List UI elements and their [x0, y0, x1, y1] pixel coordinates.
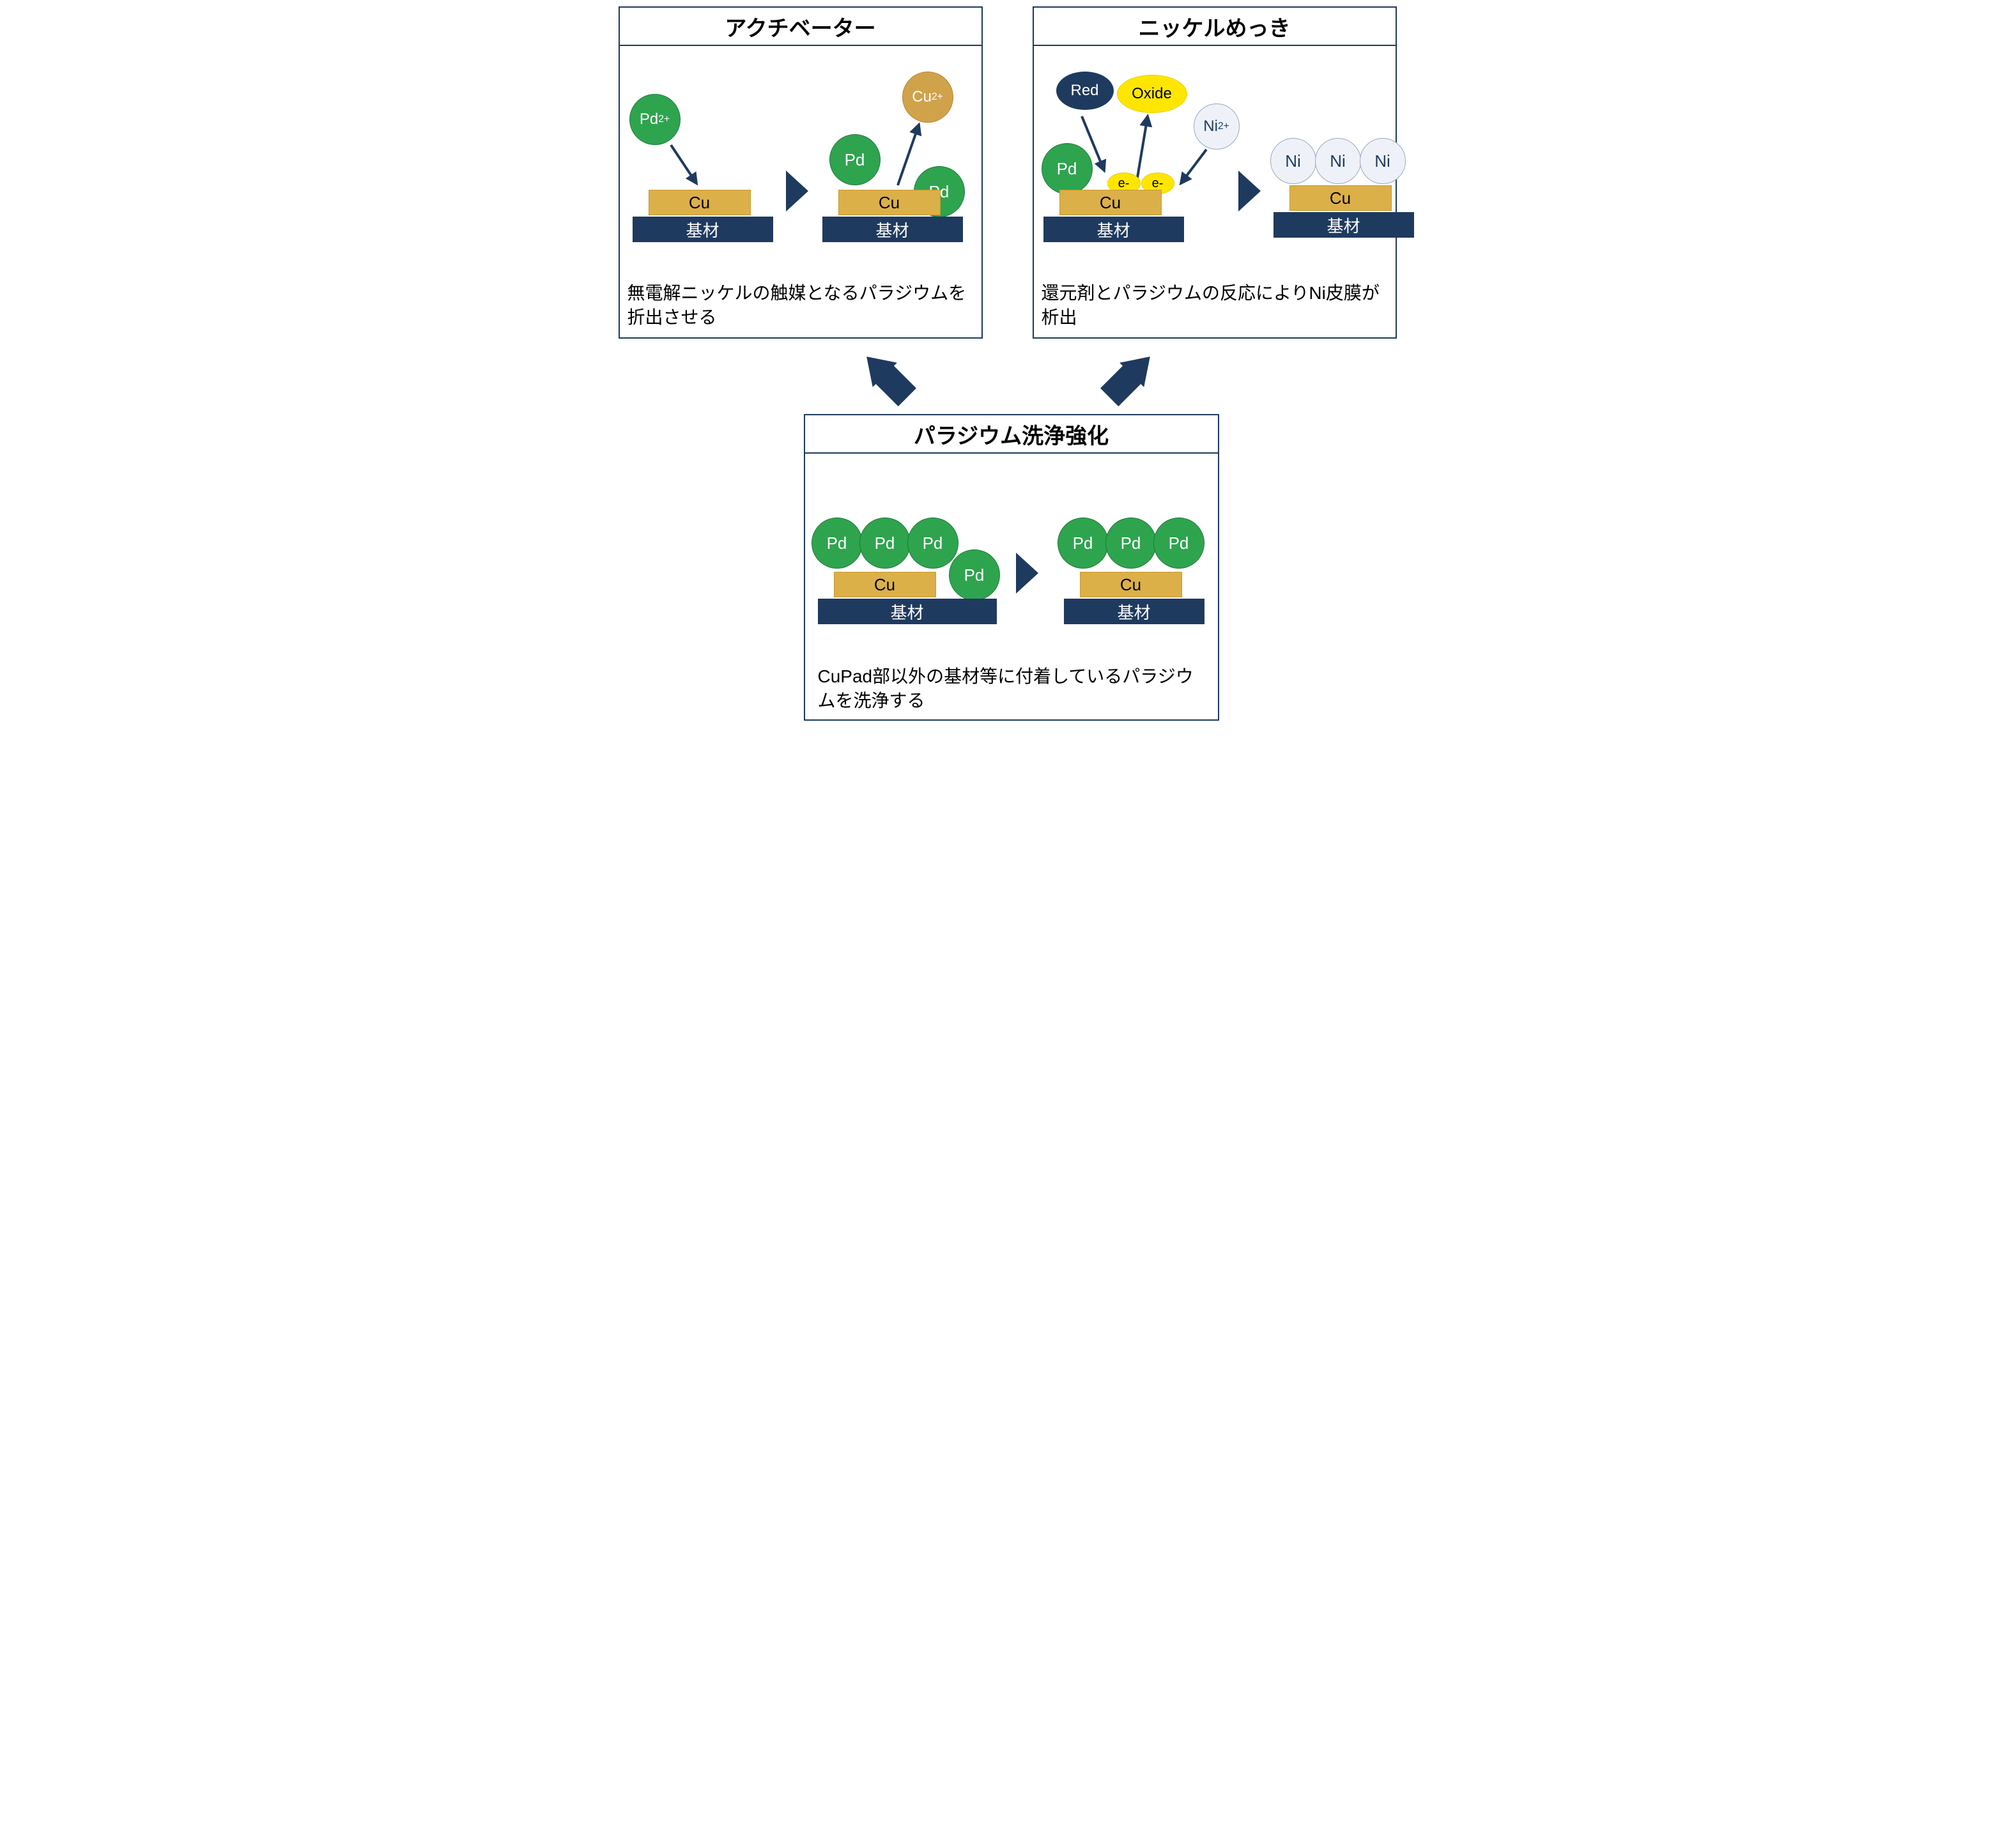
oxide-ellipse: Oxide [1117, 75, 1187, 113]
pd-circle: Pd [949, 549, 1000, 601]
panel-pd_wash: パラジウム洗浄強化PdPdPdPdCu基材PdPdPdCu基材CuPad部以外の… [804, 414, 1219, 721]
step-arrow-icon [786, 171, 808, 211]
substrate-block: 基材 [1273, 212, 1414, 238]
copper-block: Cu [1059, 190, 1162, 215]
substrate-block: 基材 [818, 599, 997, 624]
diagram-canvas: アクチベーターPd2+Cu基材Cu2+PdPdCu基材無電解ニッケルの触媒となる… [606, 0, 1411, 730]
panel-title: ニッケルめっき [1034, 8, 1396, 46]
flow-arrow [1084, 331, 1176, 423]
panel-nickel: ニッケルめっきRedOxideNi2+Pde-e-Cu基材NiNiNiCu基材還… [1033, 6, 1397, 339]
substrate-block: 基材 [1043, 217, 1184, 242]
panel-caption: 還元剤とパラジウムの反応によりNi皮膜が析出 [1042, 281, 1387, 330]
pd-circle: Pd [1105, 518, 1157, 569]
pd-circle: Pd [859, 518, 911, 569]
panel-title: アクチベーター [620, 8, 981, 46]
ni-circle: Ni [1270, 138, 1316, 184]
pd-circle: Pd [1153, 518, 1204, 569]
copper-block: Cu [1080, 572, 1182, 597]
substrate-block: 基材 [1064, 599, 1204, 624]
pd-circle: Pd [812, 518, 863, 569]
panel-body: RedOxideNi2+Pde-e-Cu基材NiNiNiCu基材還元剤とパラジウ… [1034, 46, 1396, 337]
panel-activator: アクチベーターPd2+Cu基材Cu2+PdPdCu基材無電解ニッケルの触媒となる… [619, 6, 983, 339]
substrate-block: 基材 [822, 217, 963, 242]
copper-block: Cu [838, 190, 941, 215]
ni-circle: Ni [1360, 138, 1406, 184]
step-arrow-icon [1238, 171, 1261, 211]
step-arrow-icon [1016, 553, 1038, 594]
pd-circle: Pd [1042, 143, 1093, 194]
panel-body: PdPdPdPdCu基材PdPdPdCu基材CuPad部以外の基材等に付着してい… [805, 454, 1218, 719]
panel-body: Pd2+Cu基材Cu2+PdPdCu基材無電解ニッケルの触媒となるパラジウムを折… [620, 46, 981, 337]
panel-caption: 無電解ニッケルの触媒となるパラジウムを折出させる [627, 281, 973, 330]
copper-block: Cu [1289, 185, 1392, 211]
pd-circle: Pd [907, 518, 958, 569]
copper-block: Cu [649, 190, 751, 215]
ni-circle: Ni [1315, 138, 1361, 184]
copper-block: Cu [834, 572, 936, 597]
panel-caption: CuPad部以外の基材等に付着しているパラジウムを洗浄する [818, 664, 1201, 713]
substrate-block: 基材 [633, 217, 773, 242]
red-ellipse: Red [1056, 72, 1114, 110]
cu-circle: Cu2+ [902, 72, 953, 123]
flow-arrow [841, 331, 933, 423]
pd-circle: Pd [1058, 518, 1109, 569]
pd-circle: Pd [829, 134, 881, 185]
